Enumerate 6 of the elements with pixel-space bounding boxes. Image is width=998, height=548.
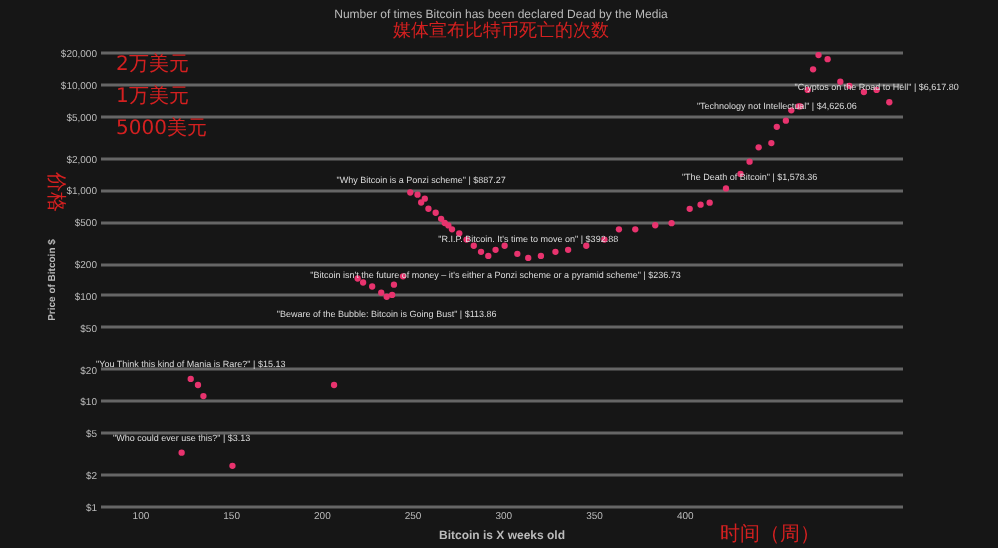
annotation: 5000美元 <box>116 116 207 140</box>
chart-subtitle: 媒体宣布比特币死亡的次数 <box>393 20 609 42</box>
annotation: 2万美元 <box>116 52 189 76</box>
annotation: 1万美元 <box>116 84 189 108</box>
text: 时间（周） <box>720 522 820 546</box>
text: 价格 <box>44 170 68 212</box>
